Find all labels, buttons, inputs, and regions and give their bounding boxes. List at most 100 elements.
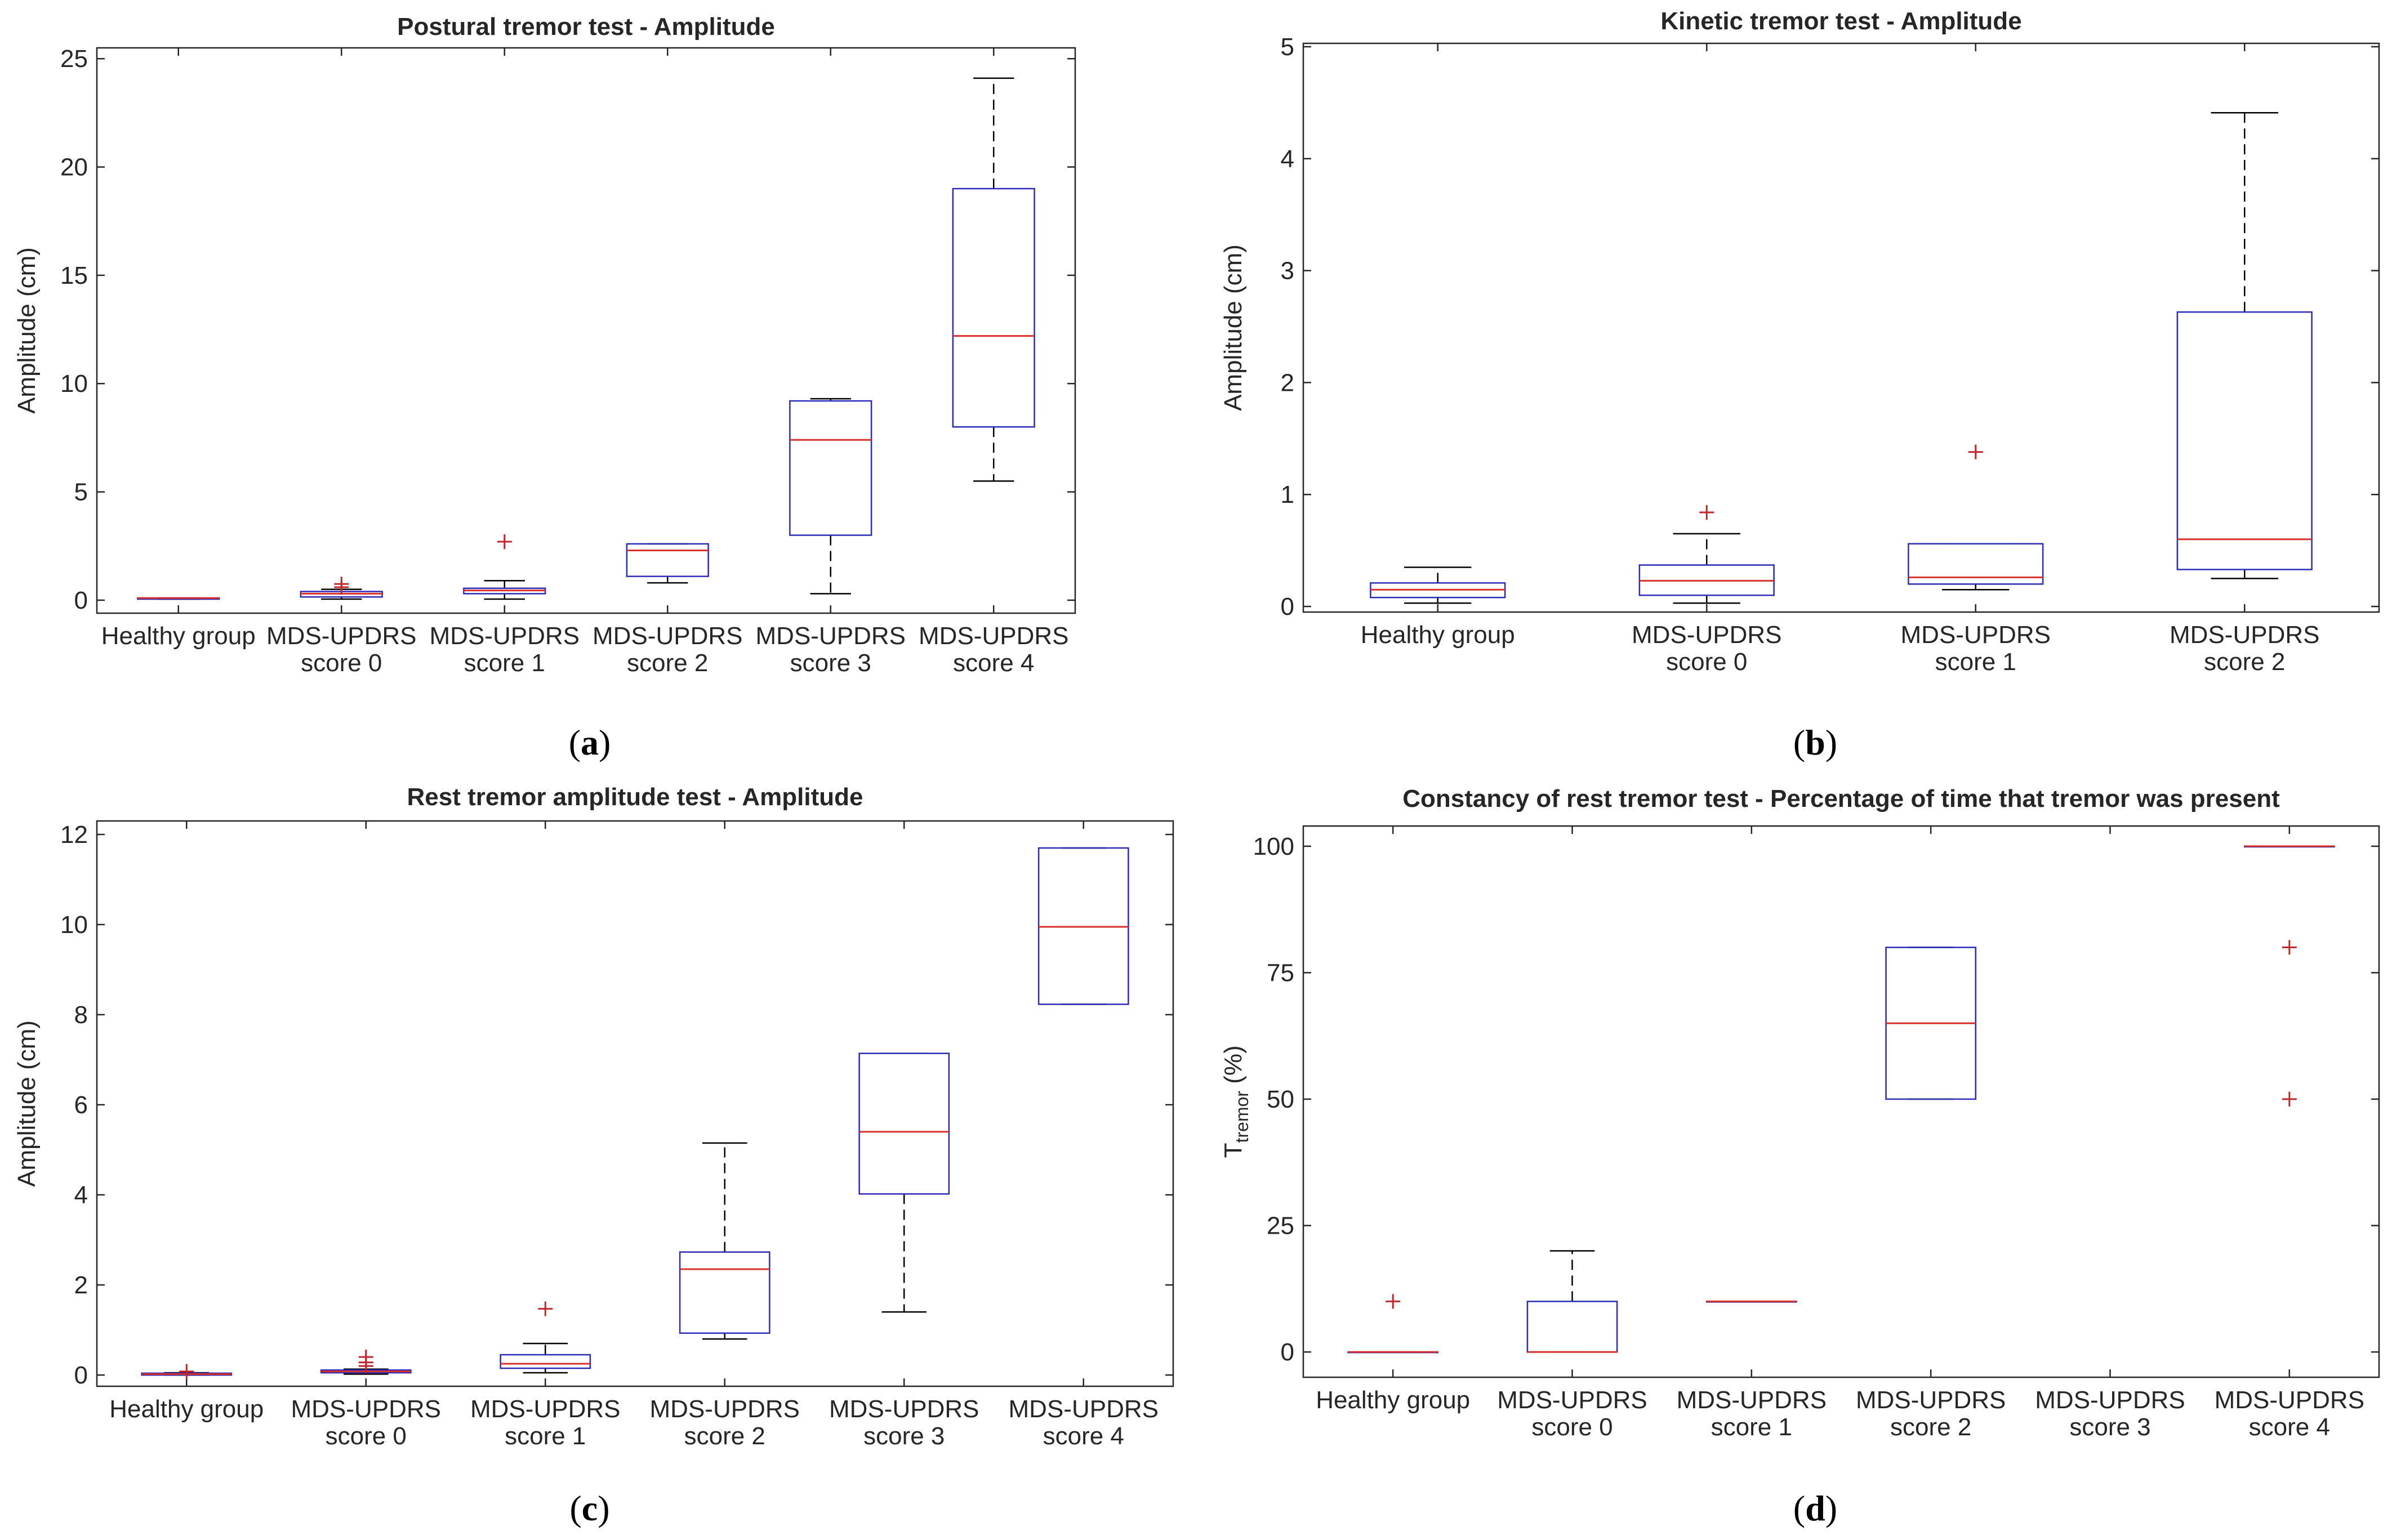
x-tick-label: score 4 [953,649,1034,677]
panel-label-open: ( [1793,1488,1805,1528]
x-tick-label: score 3 [790,649,871,677]
y-axis-label-unit: (%) [1219,1046,1247,1091]
x-tick-label: score 1 [505,1422,586,1450]
box-5 [952,77,1035,482]
x-tick-label: score 0 [301,649,382,677]
x-tick-label: score 3 [2069,1413,2150,1441]
x-tick-label: MDS-UPDRS [756,622,906,650]
box-1 [1638,505,1775,604]
x-tick-label: MDS-UPDRS [1677,1386,1827,1414]
chart-panel-a: Postural tremor test - Amplitude 0 5 10 15 20… [13,13,1076,677]
box-3 [626,543,709,584]
panel-label-letter: d [1805,1488,1825,1528]
panel-label: (a) [569,722,611,762]
y-tick-label: 25 [60,45,88,73]
box-3 [2176,112,2313,579]
box-iqr [2176,311,2313,570]
box-0 [1347,1294,1438,1354]
x-tick-label: score 4 [2249,1413,2330,1441]
axes-frame [96,47,1076,614]
box-0 [141,1364,233,1379]
box-iqr [789,400,872,536]
y-tick-label: 4 [1281,145,1294,173]
x-tick-label: Healthy group [1316,1386,1470,1414]
x-tick-label: MDS-UPDRS [919,622,1068,650]
y-axis-label: Amplitude (cm) [13,1020,41,1187]
chart-panel-d: Constancy of rest tremor test - Percenta… [1219,785,2380,1441]
box-5 [2244,845,2335,1107]
x-tick-label: score 3 [863,1422,945,1450]
x-tick-label: MDS-UPDRS [593,622,742,650]
x-tick-label: MDS-UPDRS [1632,621,1781,649]
y-tick-label: 2 [1281,369,1294,396]
panel-label-open: ( [1793,722,1805,762]
chart-title: Postural tremor test - Amplitude [397,13,775,41]
x-tick-label: score 2 [627,649,708,677]
panel-label-open: ( [569,1488,581,1528]
x-tick-label: MDS-UPDRS [1497,1386,1647,1414]
panel-label: (c) [569,1488,609,1528]
outlier-point [497,534,512,550]
x-tick-label: MDS-UPDRS [291,1395,441,1423]
y-tick-label: 50 [1267,1086,1294,1113]
y-tick-label: 10 [60,370,88,398]
y-tick-label: 100 [1253,833,1294,860]
x-tick-label: MDS-UPDRS [2170,621,2319,649]
x-tick-label: Healthy group [109,1395,264,1423]
outlier-point [2282,940,2297,955]
y-tick-label: 6 [74,1091,88,1119]
x-tick-label: MDS-UPDRS [1856,1386,2006,1414]
panel-label-letter: a [581,722,599,762]
y-axis-label: Amplitude (cm) [13,247,41,414]
outlier-point [1968,444,1983,459]
box-5 [1037,847,1129,1005]
y-tick-label: 12 [60,821,88,849]
panel-label: (d) [1793,1488,1837,1528]
y-tick-label: 0 [74,587,88,614]
y-axis-label: Ttremor (%) [1219,1046,1252,1158]
axes-frame [1302,825,2380,1378]
x-tick-label: Healthy group [101,622,256,650]
y-tick-label: 2 [74,1271,88,1299]
chart-title: Rest tremor amplitude test - Amplitude [407,783,863,811]
y-tick-label: 75 [1267,959,1294,987]
box-2 [500,1301,591,1374]
x-tick-label: Healthy group [1361,621,1515,649]
box-1 [300,577,383,600]
x-tick-label: score 1 [464,649,545,677]
box-iqr [1526,1301,1618,1353]
outlier-point [358,1350,373,1364]
x-tick-label: score 0 [1531,1413,1613,1441]
y-tick-label: 8 [74,1001,88,1029]
x-tick-label: MDS-UPDRS [650,1395,800,1423]
outlier-point [2282,1092,2297,1107]
box-4 [858,1052,950,1313]
y-tick-label: 4 [74,1181,88,1209]
box-1 [320,1350,412,1375]
chart-panel-b: Kinetic tremor test - Amplitude 0 1 2 3 4 5 Hea… [1219,7,2380,676]
panel-label: (b) [1793,722,1837,762]
x-tick-label: score 4 [1043,1422,1124,1450]
chart-title: Kinetic tremor test - Amplitude [1660,7,2021,35]
box-1 [1526,1250,1618,1353]
panel-label-open: ( [569,722,581,762]
y-tick-label: 5 [74,479,88,506]
panel-label-letter: b [1805,722,1825,762]
panel-label-close: ) [599,722,611,762]
box-2 [1908,444,2044,591]
y-tick-label: 0 [1281,1338,1294,1366]
box-0 [1370,566,1506,604]
outlier-point [179,1364,194,1379]
axes-frame [1302,42,2380,613]
chart-panel-c: Rest tremor amplitude test - Amplitude 0 2… [13,783,1174,1450]
x-tick-label: score 0 [326,1422,407,1450]
y-tick-label: 5 [1281,33,1294,61]
x-tick-label: MDS-UPDRS [829,1395,979,1423]
chart-title: Constancy of rest tremor test - Percenta… [1402,785,2280,813]
y-tick-label: 0 [1281,593,1294,621]
axes-frame [96,820,1174,1387]
y-axis-label: Amplitude (cm) [1219,244,1247,411]
box-3 [1885,947,1976,1100]
